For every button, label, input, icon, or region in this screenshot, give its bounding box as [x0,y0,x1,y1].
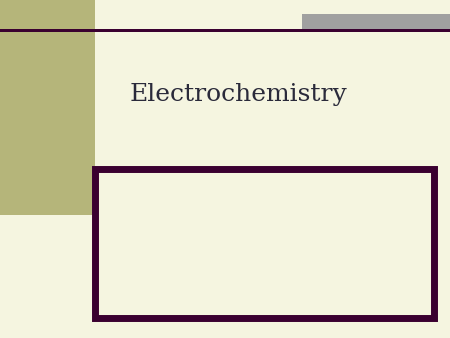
Text: Electrochemistry: Electrochemistry [130,83,347,106]
Bar [94,169,434,318]
Bar [302,14,450,32]
Bar [0,0,95,215]
Bar [0,29,450,32]
